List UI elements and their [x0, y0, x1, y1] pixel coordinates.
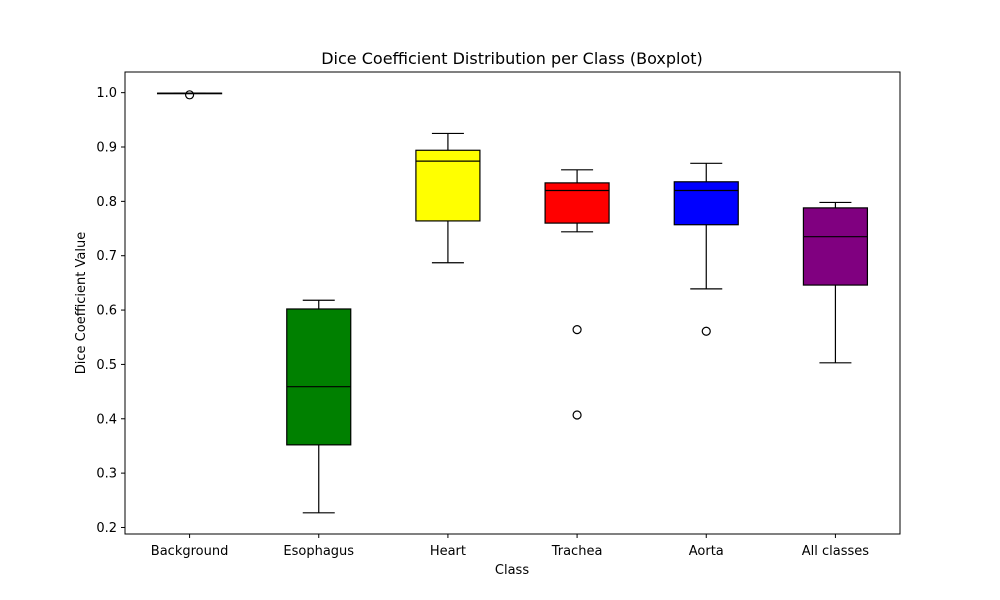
y-axis-label: Dice Coefficient Value [74, 232, 89, 374]
x-tick-label: Trachea [551, 544, 603, 559]
y-tick-label: 0.6 [96, 304, 117, 319]
plot-frame [124, 71, 901, 535]
x-axis: Background Esophagus Heart Trachea Aorta All … [151, 534, 869, 559]
x-axis-label: Class [495, 563, 529, 578]
outlier-point [701, 326, 711, 336]
y-tick-label: 0.4 [96, 412, 117, 427]
plot-area [156, 90, 869, 514]
chart-title: Dice Coefficient Distribution per Class … [321, 49, 703, 68]
x-tick-label: Aorta [689, 544, 724, 559]
box-heart [415, 132, 481, 264]
y-axis: 0.2 0.3 0.4 0.5 0.6 0.7 0.8 0.9 1.0 [96, 86, 125, 536]
y-tick-label: 0.2 [96, 521, 117, 536]
outlier-point [572, 325, 582, 335]
box-trachea [544, 169, 610, 420]
box-all-classes [802, 201, 869, 364]
outlier-point [572, 410, 582, 420]
x-tick-label: Background [151, 544, 229, 559]
box-background [156, 90, 223, 100]
x-tick-label: All classes [802, 544, 870, 559]
box-iqr [415, 149, 481, 222]
box-iqr [286, 308, 352, 446]
x-tick-label: Esophagus [283, 544, 354, 559]
outlier-point [184, 90, 195, 100]
y-tick-label: 1.0 [96, 86, 117, 101]
y-tick-label: 0.8 [96, 195, 117, 210]
box-aorta [673, 162, 739, 336]
box-esophagus [286, 299, 352, 514]
y-tick-label: 0.5 [96, 358, 117, 373]
y-tick-label: 0.3 [96, 467, 117, 482]
y-tick-label: 0.7 [96, 249, 117, 264]
x-tick-label: Heart [430, 544, 466, 559]
box-iqr [544, 182, 610, 224]
box-iqr [673, 181, 739, 226]
y-tick-label: 0.9 [96, 141, 117, 156]
box-iqr [802, 207, 869, 286]
